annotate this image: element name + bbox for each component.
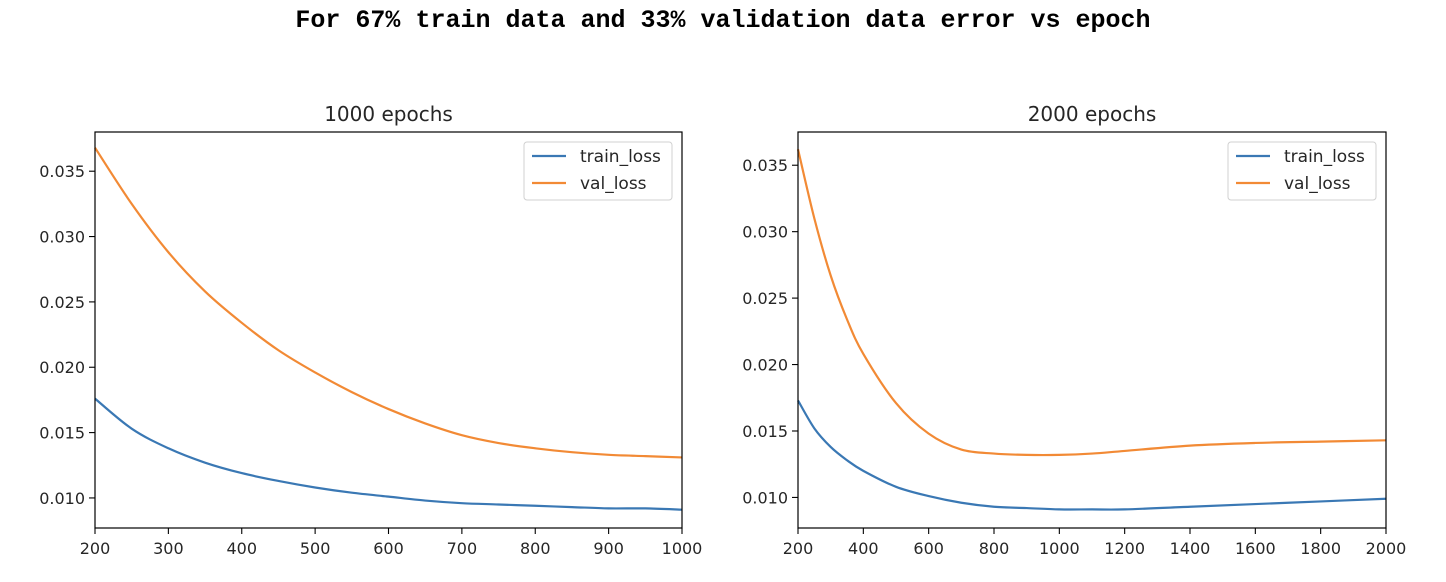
x-tick-label: 400 xyxy=(226,539,257,558)
subplot-title: 1000 epochs xyxy=(324,102,453,126)
series-line-train-loss xyxy=(797,399,1387,511)
x-tick-label: 500 xyxy=(300,539,331,558)
y-tick-label: 0.015 xyxy=(742,422,788,441)
subplot-title: 2000 epochs xyxy=(1028,102,1157,126)
x-tick-label: 800 xyxy=(979,539,1010,558)
series-line-train-loss xyxy=(94,397,683,511)
x-tick-label: 1000 xyxy=(1039,539,1080,558)
y-tick-label: 0.030 xyxy=(742,223,788,242)
x-tick-label: 1000 xyxy=(662,539,703,558)
y-tick-label: 0.025 xyxy=(39,293,85,312)
x-tick-label: 1400 xyxy=(1170,539,1211,558)
y-tick-label: 0.010 xyxy=(39,489,85,508)
x-tick-label: 600 xyxy=(913,539,944,558)
y-tick-label: 0.015 xyxy=(39,424,85,443)
x-tick-label: 600 xyxy=(373,539,404,558)
x-tick-label: 300 xyxy=(153,539,184,558)
x-tick-label: 400 xyxy=(848,539,879,558)
y-tick-label: 0.035 xyxy=(742,156,788,175)
series-line-val-loss xyxy=(796,149,1387,457)
axes-frame xyxy=(797,131,1387,529)
legend-label-val: val_loss xyxy=(580,174,647,194)
x-tick-label: 2000 xyxy=(1366,539,1407,558)
x-tick-label: 200 xyxy=(80,539,111,558)
x-tick-label: 1800 xyxy=(1300,539,1341,558)
y-tick-label: 0.030 xyxy=(39,228,85,247)
figure-title: For 67% train data and 33% validation da… xyxy=(295,6,1151,35)
x-tick-label: 200 xyxy=(783,539,814,558)
legend-label-train: train_loss xyxy=(580,147,661,167)
subplot-2000-epochs: 2000 epochs train_loss val_loss 200 400 60… xyxy=(742,102,1406,558)
y-tick-label: 0.025 xyxy=(742,289,788,308)
legend-label-val: val_loss xyxy=(1284,174,1351,194)
x-tick-label: 1200 xyxy=(1104,539,1145,558)
subplot-1000-epochs: 1000 epochs train_loss val_loss 200 300 40… xyxy=(39,102,702,558)
x-tick-label: 900 xyxy=(593,539,624,558)
series-line-val-loss xyxy=(94,147,683,459)
y-tick-label: 0.010 xyxy=(742,488,788,507)
legend-label-train: train_loss xyxy=(1284,147,1365,167)
x-tick-label: 800 xyxy=(520,539,551,558)
x-tick-label: 700 xyxy=(447,539,478,558)
y-tick-label: 0.035 xyxy=(39,162,85,181)
y-tick-label: 0.020 xyxy=(742,356,788,375)
y-tick-label: 0.020 xyxy=(39,358,85,377)
x-tick-label: 1600 xyxy=(1235,539,1276,558)
